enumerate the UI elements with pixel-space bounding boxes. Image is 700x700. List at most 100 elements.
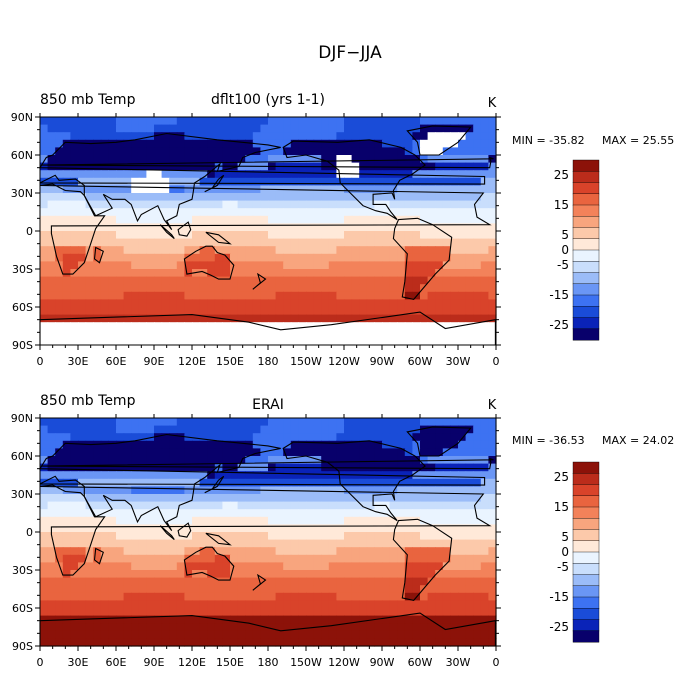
field-cell [389, 630, 398, 639]
field-cell [435, 284, 444, 293]
field-cell [70, 124, 79, 133]
field-cell [222, 132, 231, 141]
field-cell [328, 215, 337, 224]
field-cell [427, 463, 436, 472]
field-cell [351, 425, 360, 434]
field-cell [366, 585, 375, 594]
field-cell [40, 215, 49, 224]
field-cell [366, 501, 375, 510]
field-cell [382, 253, 391, 262]
field-cell [359, 124, 368, 133]
field-cell [374, 630, 383, 639]
field-cell [420, 577, 429, 586]
field-cell [169, 291, 178, 300]
field-cell [260, 246, 269, 255]
field-cell [328, 261, 337, 270]
field-cell [138, 539, 147, 548]
field-cell [488, 223, 497, 232]
field-cell [389, 509, 398, 518]
field-cell [184, 592, 193, 601]
field-cell [100, 117, 109, 126]
field-cell [450, 246, 459, 255]
field-cell [123, 291, 132, 300]
field-cell [389, 329, 398, 338]
field-cell [161, 509, 170, 518]
field-cell [427, 448, 436, 457]
field-cell [176, 314, 185, 323]
field-cell [161, 494, 170, 503]
field-cell [344, 261, 353, 270]
field-cell [397, 193, 406, 202]
field-cell [169, 547, 178, 556]
field-cell [78, 200, 87, 209]
field-cell [138, 440, 147, 449]
field-cell [321, 314, 330, 323]
y-tick-label: 30S [12, 564, 33, 577]
field-cell [442, 592, 451, 601]
field-cell [40, 314, 49, 323]
field-cell [458, 418, 467, 427]
field-cell [123, 329, 132, 338]
field-cell [397, 124, 406, 133]
field-cell [207, 162, 216, 171]
field-cell [70, 600, 79, 609]
field-cell [230, 284, 239, 293]
field-cell [351, 524, 360, 533]
field-cell [328, 486, 337, 495]
field-cell [420, 299, 429, 308]
field-cell [488, 433, 497, 442]
field-cell [62, 139, 71, 148]
field-cell [260, 570, 269, 579]
field-cell [176, 132, 185, 141]
field-cell [192, 585, 201, 594]
field-cell [336, 608, 345, 617]
field-cell [435, 471, 444, 480]
field-cell [207, 208, 216, 217]
field-cell [351, 269, 360, 278]
field-cell [78, 630, 87, 639]
field-cell [427, 170, 436, 179]
field-cell [435, 524, 444, 533]
field-cell [176, 291, 185, 300]
field-cell [465, 547, 474, 556]
field-cell [397, 418, 406, 427]
field-cell [146, 269, 155, 278]
field-cell [397, 440, 406, 449]
field-cell [138, 238, 147, 247]
field-cell [336, 516, 345, 525]
field-cell [435, 124, 444, 133]
field-cell [268, 269, 277, 278]
field-cell [427, 139, 436, 148]
field-cell [161, 337, 170, 346]
x-tick-label: 0 [493, 355, 500, 368]
field-cell [336, 329, 345, 338]
field-cell [344, 215, 353, 224]
field-cell [328, 223, 337, 232]
field-cell [222, 539, 231, 548]
field-cell [123, 615, 132, 624]
field-cell [55, 124, 64, 133]
field-cell [435, 269, 444, 278]
field-cell [108, 223, 117, 232]
field-cell [313, 577, 322, 586]
field-cell [442, 608, 451, 617]
field-cell [435, 554, 444, 563]
colorbar-swatch [572, 585, 600, 598]
field-cell [192, 193, 201, 202]
field-cell [458, 177, 467, 186]
field-cell [40, 638, 49, 647]
field-cell [321, 238, 330, 247]
field-cell [78, 539, 87, 548]
field-cell [100, 132, 109, 141]
field-cell [108, 478, 117, 487]
field-cell [123, 638, 132, 647]
field-cell [275, 509, 284, 518]
field-cell [313, 132, 322, 141]
field-cell [260, 215, 269, 224]
field-cell [351, 562, 360, 571]
field-cell [176, 425, 185, 434]
field-cell [237, 284, 246, 293]
field-cell [404, 532, 413, 541]
field-cell [169, 630, 178, 639]
